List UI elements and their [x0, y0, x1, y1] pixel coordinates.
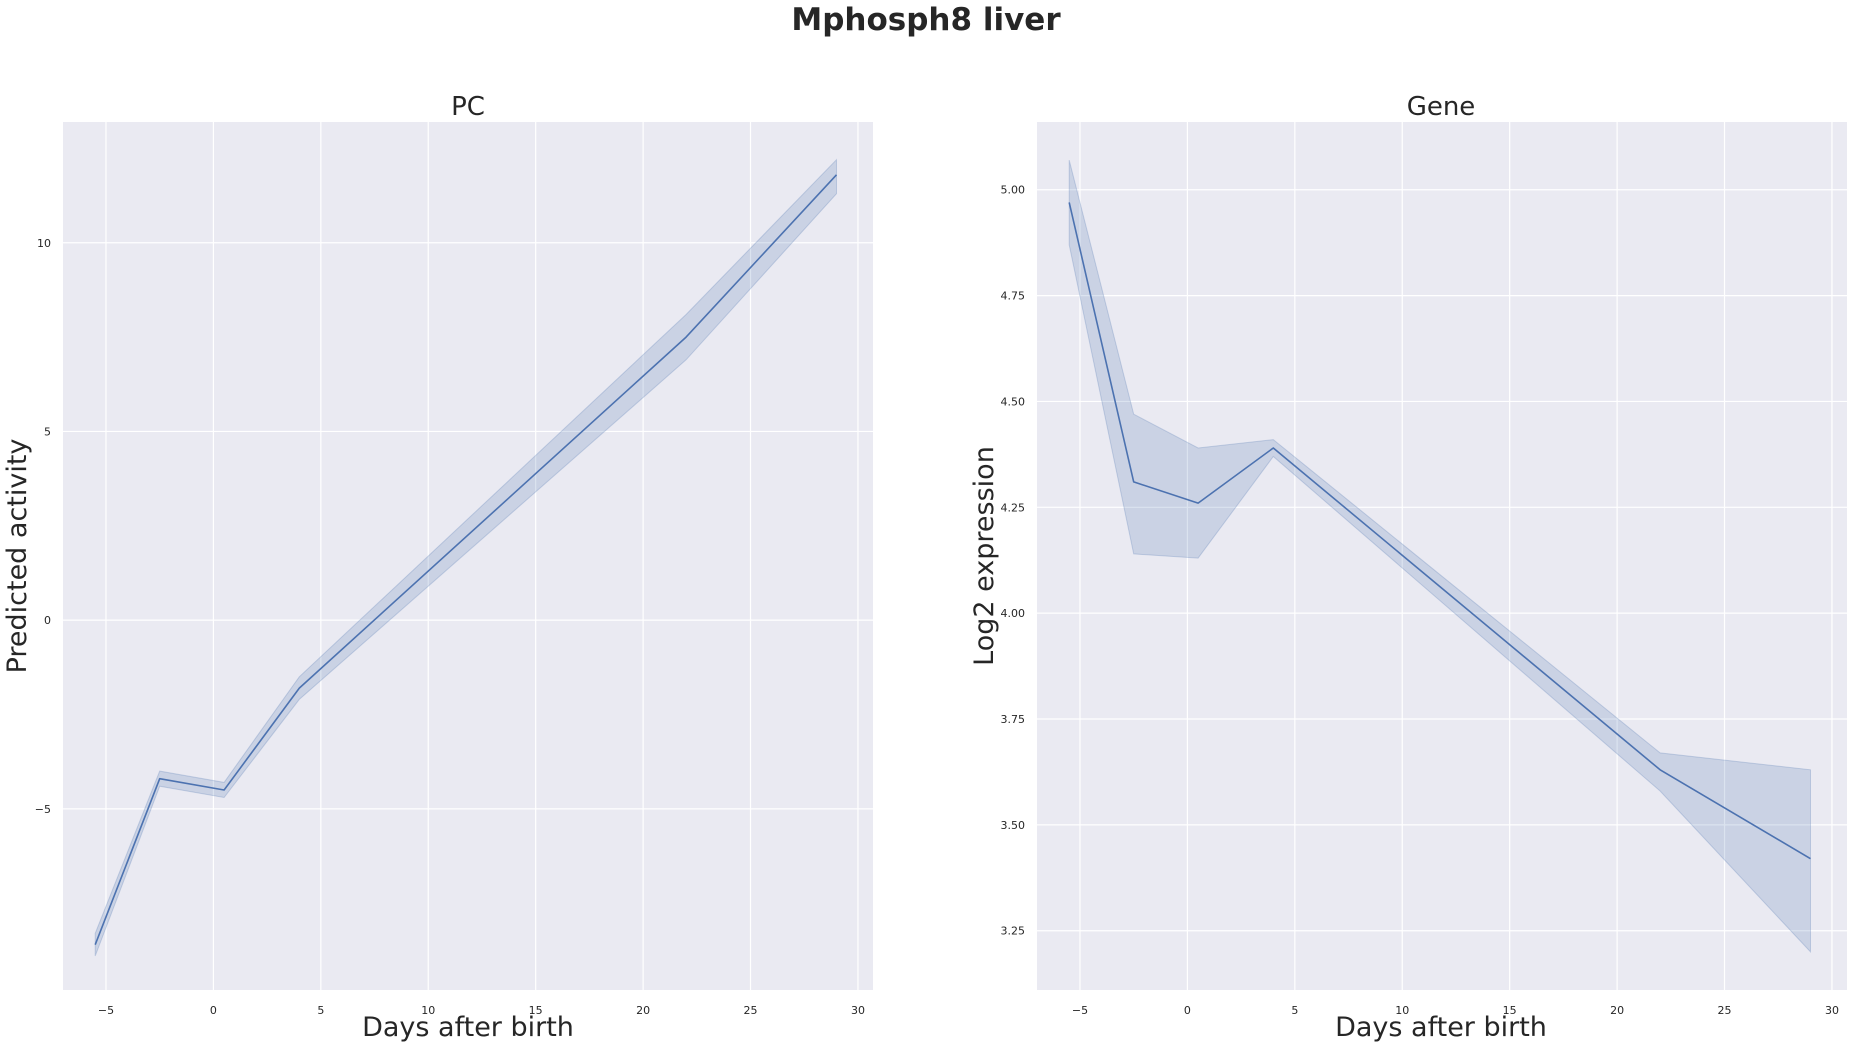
gene-x-tick-label: 25: [1718, 1004, 1732, 1017]
pc-x-tick-label: 10: [421, 1004, 435, 1017]
gene-y-tick-label: 4.50: [1001, 395, 1026, 408]
gene-panel: −5 0 5 10 15 20 25 30 3.25 3.50 3.75 4.00 4.25 4.50 4…: [969, 92, 1847, 1043]
gene-y-tick-label: 3.75: [1001, 713, 1026, 726]
pc-y-tick-label: 0: [44, 614, 51, 627]
pc-x-tick-label: −5: [98, 1004, 114, 1017]
pc-x-axis-label: Days after birth: [362, 1012, 574, 1043]
gene-x-tick-label: 30: [1825, 1004, 1839, 1017]
gene-x-tick-label: 20: [1610, 1004, 1624, 1017]
gene-confidence-band: [1068, 159, 1811, 954]
gene-x-tick-label: 15: [1503, 1004, 1517, 1017]
gene-y-tick-label: 5.00: [1001, 184, 1026, 197]
pc-title: PC: [451, 92, 485, 122]
pc-x-tick-label: 15: [529, 1004, 543, 1017]
pc-y-axis-label: Predicted activity: [2, 439, 33, 674]
gene-y-tick-label: 3.50: [1001, 819, 1026, 832]
gene-gridlines: [1037, 122, 1847, 990]
pc-plot-area: [63, 122, 873, 990]
gene-y-tick-label: 3.25: [1001, 925, 1026, 938]
pc-y-tick-label: −5: [35, 803, 51, 816]
pc-panel: −5 0 5 10 15 20 25 30 −5 0 5 10 PC Days after birt…: [2, 92, 873, 1043]
pc-x-tick-label: 5: [317, 1004, 324, 1017]
gene-x-tick-label: −5: [1072, 1004, 1088, 1017]
gene-x-tick-label: 10: [1395, 1004, 1409, 1017]
gene-x-axis-label: Days after birth: [1335, 1012, 1547, 1043]
pc-y-tick-label: 10: [37, 237, 51, 250]
pc-x-tick-labels: −5 0 5 10 15 20 25 30: [98, 1004, 865, 1017]
gene-y-tick-label: 4.00: [1001, 607, 1026, 620]
pc-line: [94, 174, 838, 945]
gene-x-tick-label: 5: [1291, 1004, 1298, 1017]
pc-x-tick-label: 0: [210, 1004, 217, 1017]
pc-confidence-band: [94, 158, 837, 957]
pc-lines: [94, 174, 838, 945]
gene-y-axis-label: Log2 expression: [969, 446, 1000, 666]
pc-x-tick-label: 25: [744, 1004, 758, 1017]
pc-gridlines: [63, 122, 873, 990]
pc-y-tick-label: 5: [44, 425, 51, 438]
gene-line: [1068, 202, 1811, 860]
pc-confidence-bands: [94, 158, 837, 957]
gene-confidence-bands: [1068, 159, 1811, 954]
gene-plot-area: [1037, 122, 1847, 990]
figure-title: Mphosph8 liver: [791, 2, 1061, 38]
pc-x-tick-label: 30: [851, 1004, 865, 1017]
pc-y-tick-labels: −5 0 5 10: [35, 237, 51, 816]
gene-y-tick-label: 4.75: [1001, 290, 1026, 303]
gene-y-tick-labels: 3.25 3.50 3.75 4.00 4.25 4.50 4.75 5.00: [1001, 184, 1026, 938]
gene-lines: [1068, 202, 1811, 860]
gene-title: Gene: [1407, 92, 1476, 122]
gene-x-tick-label: 0: [1184, 1004, 1191, 1017]
gene-x-tick-labels: −5 0 5 10 15 20 25 30: [1072, 1004, 1839, 1017]
gene-y-tick-label: 4.25: [1001, 501, 1026, 514]
pc-x-tick-label: 20: [636, 1004, 650, 1017]
